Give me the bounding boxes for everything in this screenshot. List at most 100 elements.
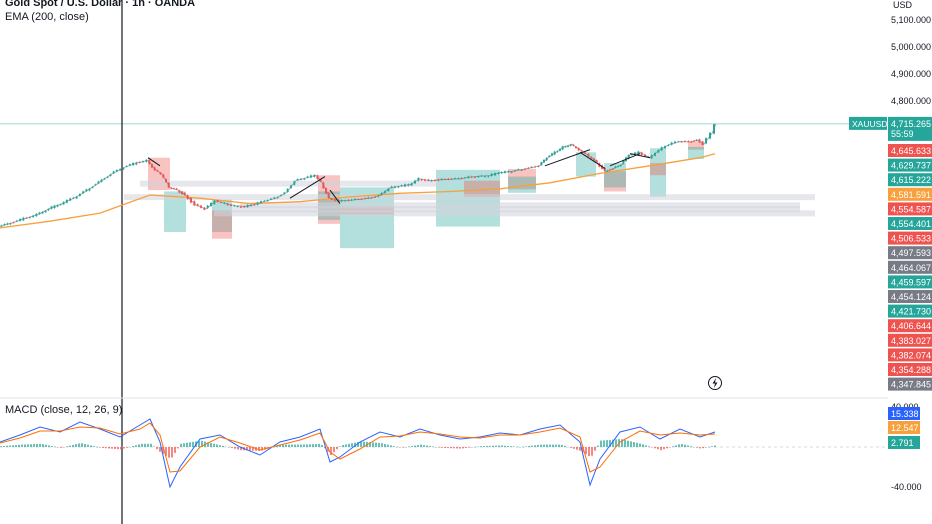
macd-histogram-bar xyxy=(486,445,488,447)
candle-body xyxy=(660,147,663,151)
candle-body xyxy=(494,173,496,176)
candle-body xyxy=(517,169,520,171)
macd-histogram-bar xyxy=(78,443,80,447)
candle-body xyxy=(100,179,103,182)
candle-body xyxy=(306,176,309,178)
signal-line xyxy=(0,422,716,473)
ema-legend[interactable]: EMA (200, close) xyxy=(5,11,89,23)
price-scale-text: 4,629.737 xyxy=(891,161,931,171)
macd-histogram-bar xyxy=(450,447,452,449)
candle-body xyxy=(540,162,543,166)
macd-histogram-bar xyxy=(558,444,560,447)
macd-histogram-bar xyxy=(156,447,158,450)
macd-histogram-bar xyxy=(444,447,446,448)
trade-zone xyxy=(508,169,536,190)
candle-body xyxy=(705,138,707,144)
macd-histogram-bar xyxy=(387,444,389,447)
symbol-title[interactable]: Gold Spot / U.S. Dollar · 1h · OANDA xyxy=(5,0,196,9)
candle-body xyxy=(693,140,695,142)
candle-body xyxy=(377,195,380,197)
candle-body xyxy=(698,139,701,143)
price-scale-text: 4,645.633 xyxy=(891,146,931,156)
macd-histogram-bar xyxy=(579,447,581,451)
macd-histogram-bar xyxy=(426,445,428,447)
lightning-icon[interactable] xyxy=(707,375,723,391)
macd-histogram-bar xyxy=(183,443,185,447)
macd-histogram-bar xyxy=(435,447,437,448)
candle-body xyxy=(551,153,553,156)
macd-histogram-bar xyxy=(468,447,470,448)
candle-body xyxy=(470,176,473,178)
candle-body xyxy=(397,186,400,188)
macd-histogram-bar xyxy=(396,446,398,448)
macd-histogram-bar xyxy=(696,447,698,448)
macd-histogram-bar xyxy=(297,444,299,447)
trade-zone xyxy=(688,141,704,150)
price-axis-label: 4,800.000 xyxy=(891,96,931,106)
macd-histogram-bar xyxy=(369,442,371,447)
price-scale-text: 4,506.533 xyxy=(891,234,931,244)
macd-scale-text: 15.338 xyxy=(891,409,919,419)
candle-body xyxy=(181,191,183,195)
macd-histogram-bar xyxy=(636,442,638,447)
candle-body xyxy=(316,175,319,180)
candle-body xyxy=(637,151,640,155)
macd-histogram-bar xyxy=(474,446,476,448)
macd-histogram-bar xyxy=(384,443,386,447)
ema-line xyxy=(0,153,716,229)
macd-histogram-bar xyxy=(378,442,380,447)
macd-histogram-bar xyxy=(639,443,641,447)
candle-body xyxy=(347,199,350,201)
candle-body xyxy=(142,161,144,163)
macd-histogram-bar xyxy=(507,445,509,447)
macd-histogram-bar xyxy=(207,442,209,447)
candle-body xyxy=(125,165,128,167)
candle-body xyxy=(145,159,148,162)
macd-legend[interactable]: MACD (close, 12, 26, 9) xyxy=(5,404,123,416)
candle-body xyxy=(420,179,423,181)
macd-histogram-bar xyxy=(513,446,515,447)
macd-histogram-bar xyxy=(654,447,656,449)
candle-body xyxy=(404,184,406,187)
macd-histogram-bar xyxy=(462,447,464,449)
candle-body xyxy=(15,220,18,222)
macd-histogram-bar xyxy=(648,446,650,447)
macd-histogram-bar xyxy=(687,445,689,447)
candle-body xyxy=(609,169,611,171)
macd-histogram-bar xyxy=(597,445,599,447)
macd-histogram-bar xyxy=(447,447,449,449)
candle-body xyxy=(590,157,593,159)
macd-histogram-bar xyxy=(429,446,431,447)
candle-body xyxy=(417,177,420,181)
macd-histogram-bar xyxy=(615,439,617,447)
candle-body xyxy=(487,176,490,178)
macd-histogram-bar xyxy=(456,447,458,449)
macd-scale-tag xyxy=(888,407,920,420)
candle-body xyxy=(514,170,516,172)
candle-body xyxy=(414,180,416,184)
candle-body xyxy=(162,174,165,178)
macd-histogram-bar xyxy=(75,444,77,447)
macd-histogram-bar xyxy=(381,443,383,447)
macd-histogram-bar xyxy=(51,446,53,447)
macd-histogram-bar xyxy=(138,444,140,447)
price-scale-tag xyxy=(888,158,932,172)
price-scale-tag xyxy=(888,319,932,333)
candle-body xyxy=(627,154,630,159)
macd-histogram-bar xyxy=(180,443,182,447)
candle-body xyxy=(430,180,433,182)
trade-zone xyxy=(604,171,626,192)
macd-histogram-bar xyxy=(120,447,122,450)
candle-body xyxy=(196,204,199,206)
macd-histogram-bar xyxy=(498,445,500,447)
level-band xyxy=(140,180,440,187)
candle-body xyxy=(138,161,141,163)
macd-histogram-bar xyxy=(432,446,434,448)
macd-histogram-bar xyxy=(345,444,347,447)
macd-histogram-bar xyxy=(342,445,344,447)
macd-histogram-bar xyxy=(390,445,392,447)
macd-histogram-bar xyxy=(408,446,410,448)
macd-histogram-bar xyxy=(489,445,491,447)
macd-histogram-bar xyxy=(327,447,329,452)
